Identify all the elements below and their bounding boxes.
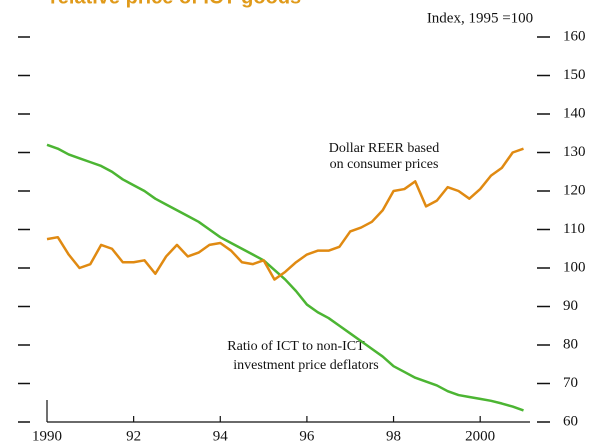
y-tick-label: 140 <box>563 105 586 121</box>
x-tick-label: 2000 <box>465 428 495 444</box>
y-tick-label: 160 <box>563 28 586 44</box>
axis-label: Index, 1995 =100 <box>427 10 533 26</box>
chart-title: relative price of ICT goods <box>50 0 301 8</box>
y-tick-label: 90 <box>563 298 578 314</box>
annotation: Dollar REER based <box>329 141 439 156</box>
annotation: on consumer prices <box>330 157 439 172</box>
y-tick-label: 110 <box>563 221 585 237</box>
y-tick-label: 130 <box>563 144 586 160</box>
annotation: Ratio of ICT to non-ICT <box>227 339 365 354</box>
y-tick-label: 60 <box>563 413 578 429</box>
x-tick-label: 98 <box>386 428 401 444</box>
x-tick-label: 96 <box>299 428 315 444</box>
annotation: investment price deflators <box>233 358 378 373</box>
x-tick-label: 94 <box>213 428 229 444</box>
y-tick-label: 120 <box>563 182 586 198</box>
y-tick-label: 70 <box>563 375 578 391</box>
series-line <box>46 147 524 281</box>
y-tick-label: 100 <box>563 259 586 275</box>
series-line <box>46 143 524 412</box>
x-tick-label: 1990 <box>32 428 62 444</box>
y-tick-label: 80 <box>563 336 578 352</box>
y-tick-label: 150 <box>563 67 586 83</box>
x-tick-label: 92 <box>126 428 141 444</box>
